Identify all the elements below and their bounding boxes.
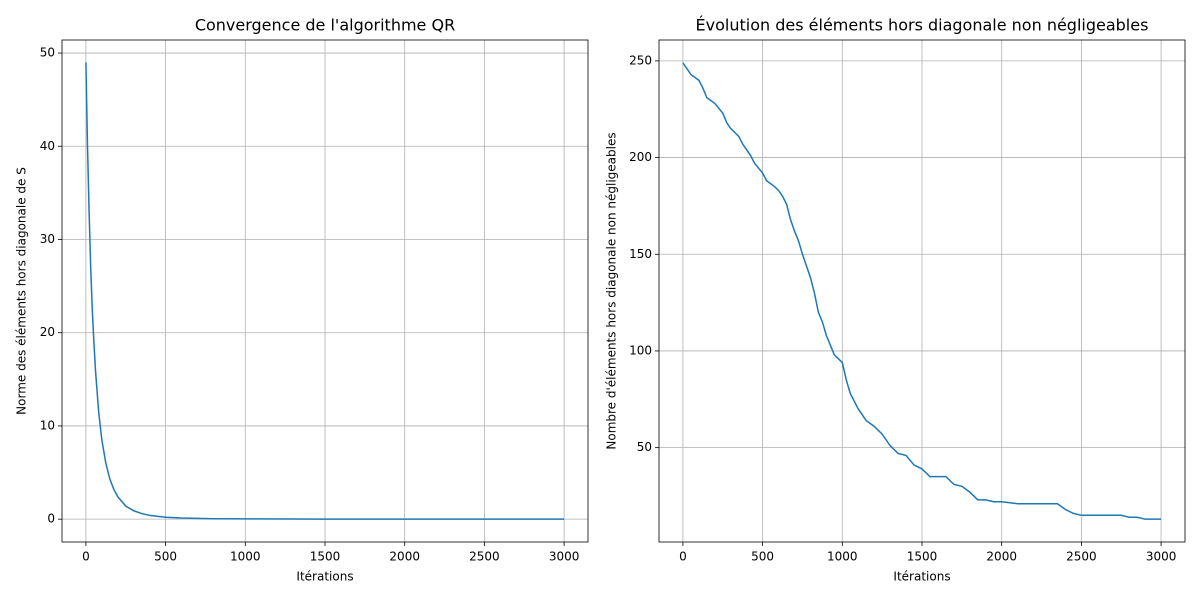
y-tick-label: 100: [629, 343, 652, 357]
x-tick-label: 0: [679, 550, 687, 564]
y-tick-label: 200: [629, 150, 652, 164]
y-axis-label: Norme des éléments hors diagonale de S: [15, 167, 29, 415]
y-tick-label: 0: [47, 512, 55, 526]
y-tick-label: 50: [40, 46, 55, 60]
data-line: [85, 62, 565, 520]
y-tick-label: 10: [40, 418, 55, 432]
x-tick-label: 2000: [986, 550, 1017, 564]
x-tick-label: 1500: [310, 550, 341, 564]
x-tick-label: 3000: [1146, 550, 1177, 564]
x-tick-label: 1500: [907, 550, 938, 564]
x-tick-label: 2500: [1066, 550, 1097, 564]
x-tick-label: 3000: [549, 550, 580, 564]
y-tick-label: 250: [629, 53, 652, 67]
x-axis-label: Itérations: [893, 570, 950, 584]
x-tick-label: 1000: [827, 550, 858, 564]
y-axis-label: Nombre d'éléments hors diagonale non nég…: [605, 132, 619, 449]
x-tick-label: 2500: [469, 550, 500, 564]
y-tick-label: 30: [40, 232, 55, 246]
chart-title: Convergence de l'algorithme QR: [195, 16, 455, 35]
y-tick-label: 150: [629, 247, 652, 261]
plot-frame: [61, 39, 589, 543]
x-tick-label: 500: [751, 550, 774, 564]
data-line: [682, 62, 1162, 520]
chart-title: Évolution des éléments hors diagonale no…: [696, 16, 1149, 35]
plot-frame: [658, 39, 1186, 543]
y-tick-label: 20: [40, 325, 55, 339]
x-tick-label: 0: [82, 550, 90, 564]
x-axis-label: Itérations: [296, 570, 353, 584]
y-tick-label: 40: [40, 139, 55, 153]
x-tick-label: 500: [154, 550, 177, 564]
x-tick-label: 2000: [389, 550, 420, 564]
y-tick-label: 50: [637, 440, 652, 454]
x-tick-label: 1000: [230, 550, 261, 564]
